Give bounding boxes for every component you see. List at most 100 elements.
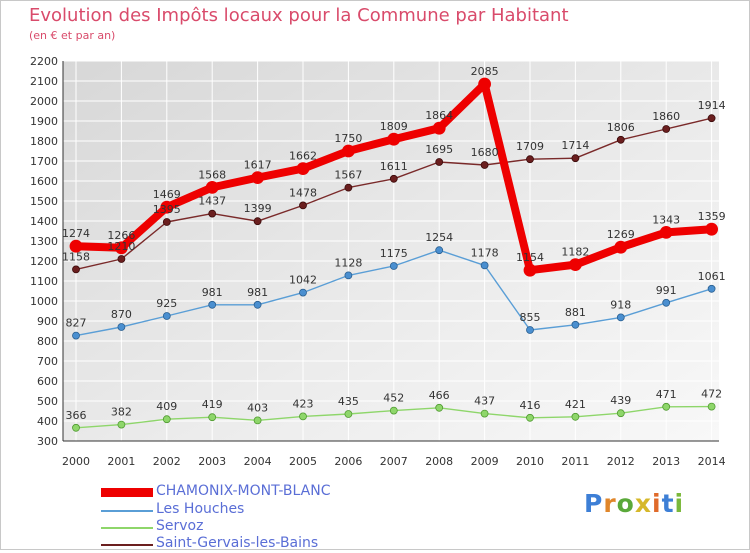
x-tick-label: 2007 — [380, 455, 408, 468]
legend-swatch-saint-gervais — [101, 544, 153, 546]
data-point-saint-gervais — [299, 201, 307, 210]
data-label-chamonix: 1269 — [607, 228, 635, 241]
x-tick-label: 2010 — [516, 455, 544, 468]
data-label-saint-gervais: 1567 — [334, 169, 362, 182]
data-point-les-houches — [662, 298, 671, 307]
x-tick-label: 2008 — [425, 455, 453, 468]
data-point-servoz — [344, 410, 353, 418]
data-point-chamonix — [251, 171, 265, 185]
data-point-saint-gervais — [616, 135, 625, 144]
data-point-saint-gervais — [571, 154, 580, 163]
data-point-chamonix — [115, 241, 128, 255]
data-label-chamonix: 1359 — [698, 210, 726, 223]
x-tick-label: 2003 — [198, 455, 226, 468]
data-point-servoz — [389, 406, 398, 415]
data-point-servoz — [526, 413, 534, 422]
data-point-saint-gervais — [435, 158, 444, 166]
data-point-chamonix — [432, 121, 446, 135]
data-label-servoz: 382 — [111, 406, 132, 419]
data-point-les-houches — [435, 246, 444, 255]
y-tick-label: 1200 — [30, 255, 58, 268]
data-point-les-houches — [616, 313, 625, 322]
data-point-chamonix — [205, 180, 219, 194]
y-tick-label: 1900 — [30, 115, 58, 128]
x-tick-label: 2000 — [62, 455, 90, 468]
data-labels: 366 382 409 419 403 423 435 452 466 437 416 421 439 4… — [62, 65, 726, 422]
data-label-les-houches: 991 — [656, 284, 677, 297]
legend-label-servoz: Servoz — [156, 518, 204, 534]
y-tick-label: 1400 — [30, 215, 58, 228]
data-label-les-houches: 827 — [66, 317, 87, 330]
data-label-servoz: 403 — [247, 401, 268, 414]
y-tick-label: 2200 — [30, 55, 58, 68]
data-label-saint-gervais: 1437 — [198, 195, 226, 208]
data-label-chamonix: 1809 — [380, 120, 408, 133]
y-tick-label: 1600 — [30, 175, 58, 188]
x-tick-label: 2011 — [561, 455, 589, 468]
x-tick-label: 2005 — [289, 455, 317, 468]
data-label-saint-gervais: 1914 — [698, 99, 726, 112]
legend-swatch-les-houches — [101, 510, 153, 512]
data-point-servoz — [208, 413, 217, 422]
y-tick-label: 300 — [37, 435, 58, 448]
data-point-les-houches — [707, 284, 716, 293]
data-point-saint-gervais — [162, 218, 171, 226]
x-tick-label: 2004 — [244, 455, 272, 468]
y-tick-label: 2000 — [30, 95, 58, 108]
data-point-chamonix — [705, 222, 718, 236]
data-label-saint-gervais: 1210 — [107, 240, 135, 253]
y-tick-label: 900 — [37, 315, 58, 328]
data-label-chamonix: 1343 — [652, 213, 680, 226]
y-tick-label: 1100 — [30, 275, 58, 288]
data-label-les-houches: 1254 — [425, 231, 453, 244]
data-point-chamonix — [160, 200, 174, 214]
data-point-les-houches — [389, 262, 398, 270]
data-label-servoz: 437 — [474, 395, 495, 408]
data-point-les-houches — [253, 300, 262, 309]
data-label-saint-gervais: 1399 — [244, 202, 272, 215]
data-point-les-houches — [344, 271, 353, 280]
data-label-les-houches: 1178 — [471, 246, 499, 259]
data-label-les-houches: 925 — [156, 297, 177, 310]
legend-item-saint-gervais: Saint-Gervais-les-Bains — [101, 535, 401, 553]
data-label-les-houches: 881 — [565, 306, 586, 319]
data-label-servoz: 416 — [520, 399, 541, 412]
data-point-saint-gervais — [117, 255, 126, 263]
legend-label-chamonix: CHAMONIX-MONT-BLANC — [156, 483, 331, 499]
data-label-les-houches: 855 — [520, 311, 541, 324]
data-point-chamonix — [569, 258, 582, 272]
data-label-saint-gervais: 1395 — [153, 203, 181, 216]
data-point-saint-gervais — [253, 217, 262, 226]
legend-label-les-houches: Les Houches — [156, 501, 245, 517]
data-label-servoz: 366 — [66, 409, 87, 422]
data-point-chamonix — [614, 240, 628, 254]
y-tick-label: 400 — [37, 415, 58, 428]
data-point-chamonix — [387, 132, 401, 146]
y-tick-label: 1500 — [30, 195, 58, 208]
data-label-saint-gervais: 1611 — [380, 160, 408, 173]
data-point-saint-gervais — [707, 114, 716, 123]
data-point-saint-gervais — [72, 265, 80, 274]
data-label-saint-gervais: 1714 — [561, 139, 589, 152]
data-point-les-houches — [571, 320, 580, 329]
y-tick-label: 1700 — [30, 155, 58, 168]
data-label-les-houches: 1128 — [334, 256, 362, 269]
data-label-chamonix: 1750 — [334, 132, 362, 145]
data-label-servoz: 423 — [293, 397, 314, 410]
data-point-les-houches — [526, 326, 534, 334]
data-label-chamonix: 1182 — [561, 246, 589, 259]
data-point-saint-gervais — [208, 209, 217, 218]
legend-item-chamonix: CHAMONIX-MONT-BLANC — [101, 483, 401, 501]
data-point-servoz — [707, 402, 716, 411]
x-tick-label: 2013 — [652, 455, 680, 468]
y-tick-label: 500 — [37, 395, 58, 408]
data-point-chamonix — [478, 77, 492, 91]
data-label-servoz: 409 — [156, 400, 177, 413]
data-label-les-houches: 1042 — [289, 274, 317, 287]
data-point-servoz — [571, 412, 580, 421]
data-point-servoz — [72, 423, 80, 432]
data-label-saint-gervais: 1478 — [289, 186, 317, 199]
legend-label-saint-gervais: Saint-Gervais-les-Bains — [156, 535, 319, 551]
x-tick-label: 2006 — [334, 455, 362, 468]
